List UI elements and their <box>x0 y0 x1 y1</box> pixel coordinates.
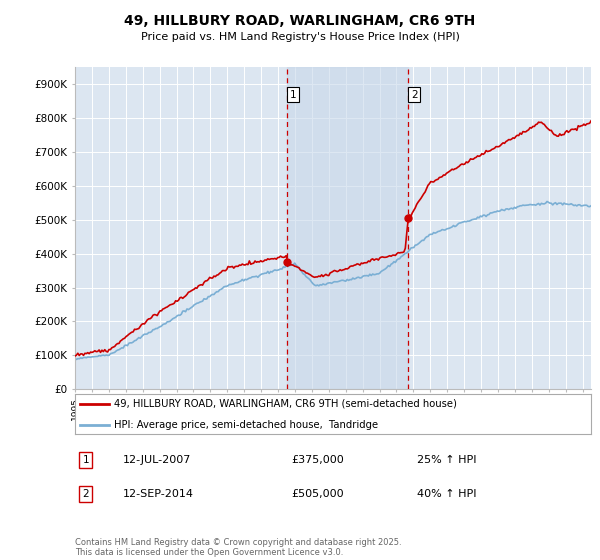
Text: 1: 1 <box>290 90 296 100</box>
Text: £375,000: £375,000 <box>291 455 344 465</box>
Text: 2: 2 <box>82 489 89 499</box>
Text: 12-SEP-2014: 12-SEP-2014 <box>123 489 194 499</box>
Text: HPI: Average price, semi-detached house,  Tandridge: HPI: Average price, semi-detached house,… <box>114 420 378 430</box>
Text: £505,000: £505,000 <box>291 489 344 499</box>
Text: 1: 1 <box>82 455 89 465</box>
Text: 49, HILLBURY ROAD, WARLINGHAM, CR6 9TH (semi-detached house): 49, HILLBURY ROAD, WARLINGHAM, CR6 9TH (… <box>114 399 457 409</box>
Text: Contains HM Land Registry data © Crown copyright and database right 2025.
This d: Contains HM Land Registry data © Crown c… <box>75 538 401 557</box>
Bar <box>287 67 408 389</box>
Text: 49, HILLBURY ROAD, WARLINGHAM, CR6 9TH: 49, HILLBURY ROAD, WARLINGHAM, CR6 9TH <box>124 14 476 28</box>
Text: Price paid vs. HM Land Registry's House Price Index (HPI): Price paid vs. HM Land Registry's House … <box>140 32 460 43</box>
Text: 25% ↑ HPI: 25% ↑ HPI <box>417 455 476 465</box>
Text: 40% ↑ HPI: 40% ↑ HPI <box>417 489 476 499</box>
Text: 2: 2 <box>411 90 418 100</box>
Text: 12-JUL-2007: 12-JUL-2007 <box>123 455 191 465</box>
